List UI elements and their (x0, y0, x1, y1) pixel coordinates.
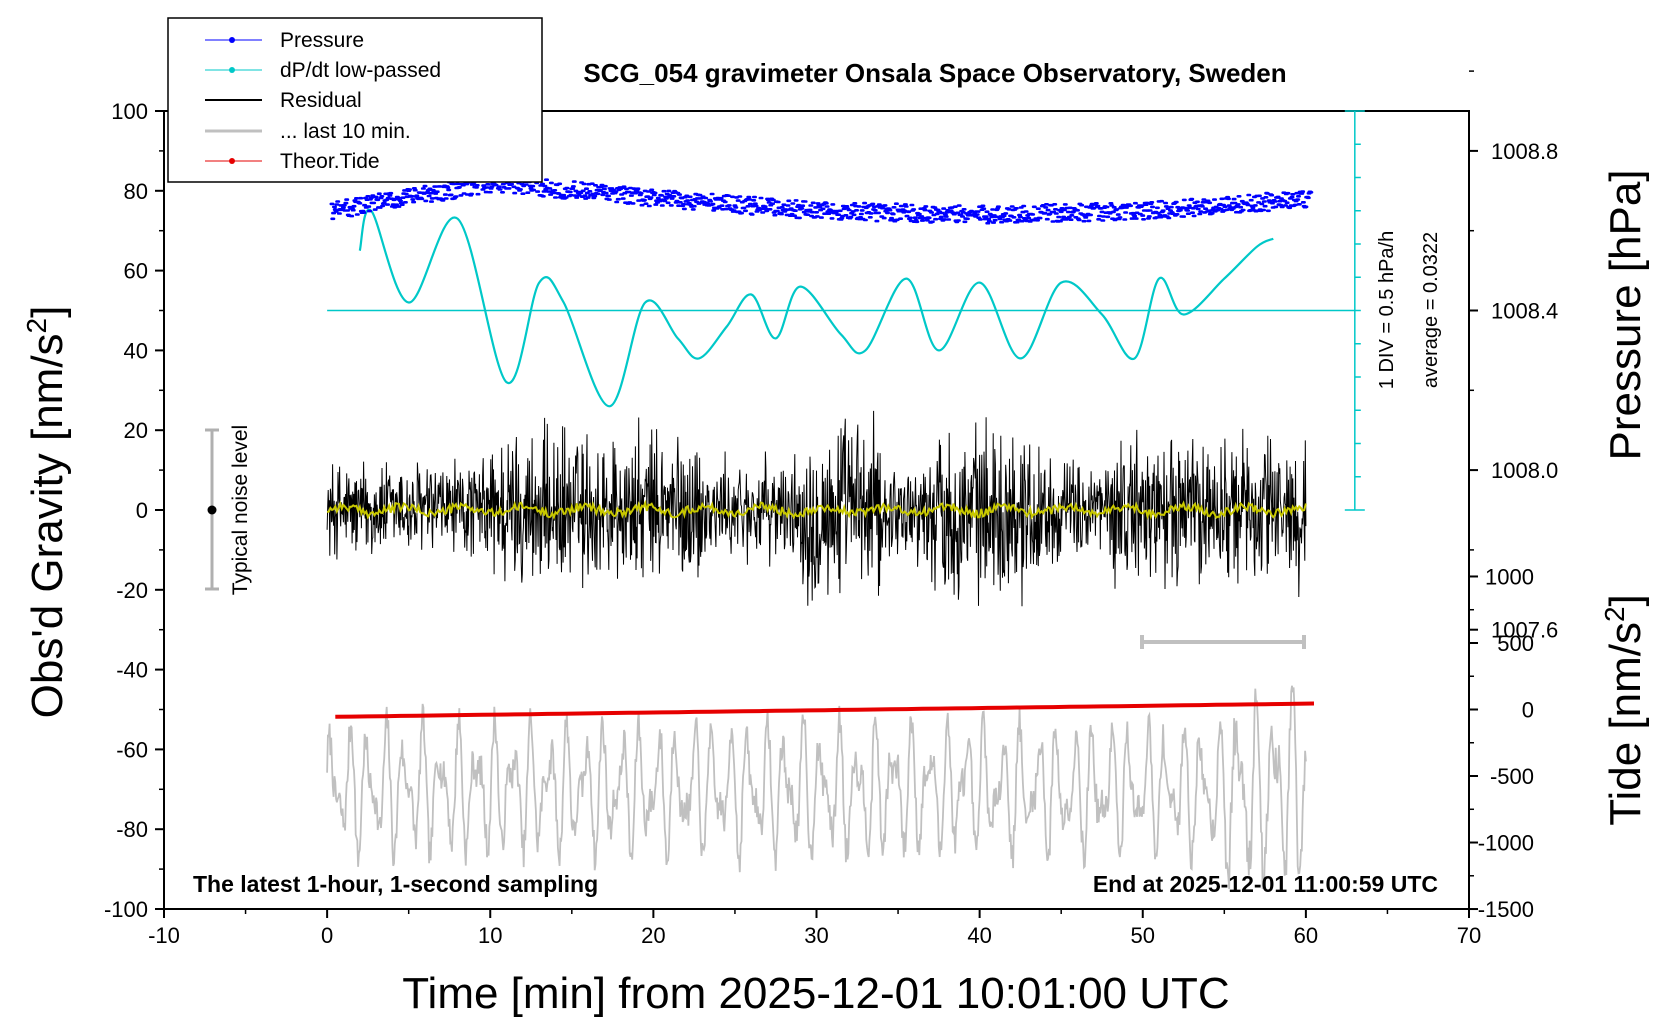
x-tick-label: -10 (148, 923, 180, 948)
y-axis-label-sup: 2 (21, 318, 52, 334)
last-10-min-series (326, 685, 1307, 890)
noise-level-label: Typical noise level (229, 425, 252, 595)
tide-axis-label-sup: 2 (1599, 606, 1630, 622)
y-tick-label: 60 (124, 259, 148, 284)
pressure-tick-label: 1009.2 (1491, 0, 1558, 4)
x-tick-label: 60 (1294, 923, 1318, 948)
pressure-tick-label: 1008.8 (1491, 139, 1558, 164)
legend-label-last-10-min: ... last 10 min. (280, 120, 411, 143)
legend-item-last-10-min: ... last 10 min. (205, 120, 411, 143)
pressure-tick-label: 1008.4 (1491, 299, 1558, 324)
x-tick-label: 30 (804, 923, 828, 948)
x-tick-label: 40 (967, 923, 991, 948)
x-tick-label: 50 (1131, 923, 1155, 948)
y-axis-label-main: Obs'd Gravity [nm/s (23, 333, 72, 718)
chart-title: SCG_054 gravimeter Onsala Space Observat… (583, 58, 1286, 88)
y-tick-label: -60 (116, 737, 148, 762)
y-tick-label: -100 (104, 897, 148, 922)
dpdt-average-label: average = 0.0322 (1420, 232, 1442, 388)
y-tick-label: -20 (116, 578, 148, 603)
theor-tide-line (335, 701, 1315, 719)
legend-label-pressure: Pressure (280, 29, 364, 52)
tide-axis-ticks: 1000 500 0 -500 -1000 -1500 (1469, 564, 1534, 922)
y-tick-label: -80 (116, 817, 148, 842)
legend-item-residual: Residual (205, 89, 362, 112)
annotation-left: The latest 1-hour, 1-second sampling (193, 871, 598, 897)
tide-axis-label-main: Tide [nm/s (1601, 622, 1650, 826)
x-tick-label: 20 (641, 923, 665, 948)
pressure-axis-label: Pressure [hPa] (1601, 169, 1650, 460)
x-tick-label: 0 (321, 923, 333, 948)
tide-tick-label: 500 (1497, 631, 1534, 656)
tide-axis-label-close: ] (1601, 594, 1650, 606)
legend-label-dpdt: dP/dt low-passed (280, 59, 441, 82)
annotation-right: End at 2025-12-01 11:00:59 UTC (1093, 871, 1438, 897)
pressure-axis-ticks: 1009.2 1008.8 1008.4 1008.0 1007.6 (1469, 0, 1558, 711)
tide-tick-label: -1500 (1478, 897, 1534, 922)
dpdt-scale-label: 1 DIV = 0.5 hPa/h (1376, 231, 1398, 389)
x-axis-label: Time [min] from 2025-12-01 10:01:00 UTC (402, 969, 1229, 1018)
noise-level-marker (205, 428, 219, 591)
residual-series (326, 410, 1307, 607)
tide-tick-label: 1000 (1485, 564, 1534, 589)
x-tick-label: 10 (478, 923, 502, 948)
y-tick-label: 40 (124, 338, 148, 363)
tide-tick-label: -1000 (1478, 831, 1534, 856)
legend: Pressure dP/dt low-passed Residual ... l… (167, 17, 543, 183)
residual-lowpass-series (326, 499, 1307, 521)
x-tick-label: 70 (1457, 923, 1481, 948)
y-tick-label: 80 (124, 179, 148, 204)
tide-tick-label: -500 (1490, 764, 1534, 789)
residual-line (326, 410, 1307, 607)
y-axis-label: Obs'd Gravity [nm/s2] (21, 306, 72, 719)
y-tick-label: -40 (116, 658, 148, 683)
legend-label-residual: Residual (280, 89, 362, 112)
dpdt-scale-bar (1344, 110, 1365, 511)
pressure-dots (329, 173, 1314, 225)
last-10-min-line (326, 685, 1307, 890)
y-tick-label: 0 (136, 498, 148, 523)
tide-tick-label: 0 (1522, 698, 1534, 723)
x-axis-ticks: -10 0 10 20 30 40 50 60 70 (148, 909, 1481, 948)
legend-label-theor-tide: Theor.Tide (280, 150, 380, 173)
residual-lowpass-line (326, 499, 1307, 521)
tide-axis-label: Tide [nm/s2] (1599, 594, 1650, 826)
legend-item-theor-tide: Theor.Tide (205, 150, 380, 173)
y-axis-label-close: ] (23, 306, 72, 318)
legend-item-pressure: Pressure (205, 29, 364, 52)
legend-item-dpdt: dP/dt low-passed (205, 59, 441, 82)
y-tick-label: 20 (124, 418, 148, 443)
dpdt-line (358, 208, 1274, 408)
theor-tide-series (335, 701, 1315, 719)
last-10-min-bar (1140, 635, 1306, 649)
pressure-tick-label: 1007.6 (1491, 618, 1558, 643)
pressure-series (329, 173, 1314, 225)
y-axis-ticks: 100 80 60 40 20 0 -20 -40 -60 -80 -100 (104, 99, 164, 922)
y-tick-label: 100 (111, 99, 148, 124)
dpdt-series (327, 208, 1355, 408)
pressure-tick-label: 1008.0 (1491, 458, 1558, 483)
